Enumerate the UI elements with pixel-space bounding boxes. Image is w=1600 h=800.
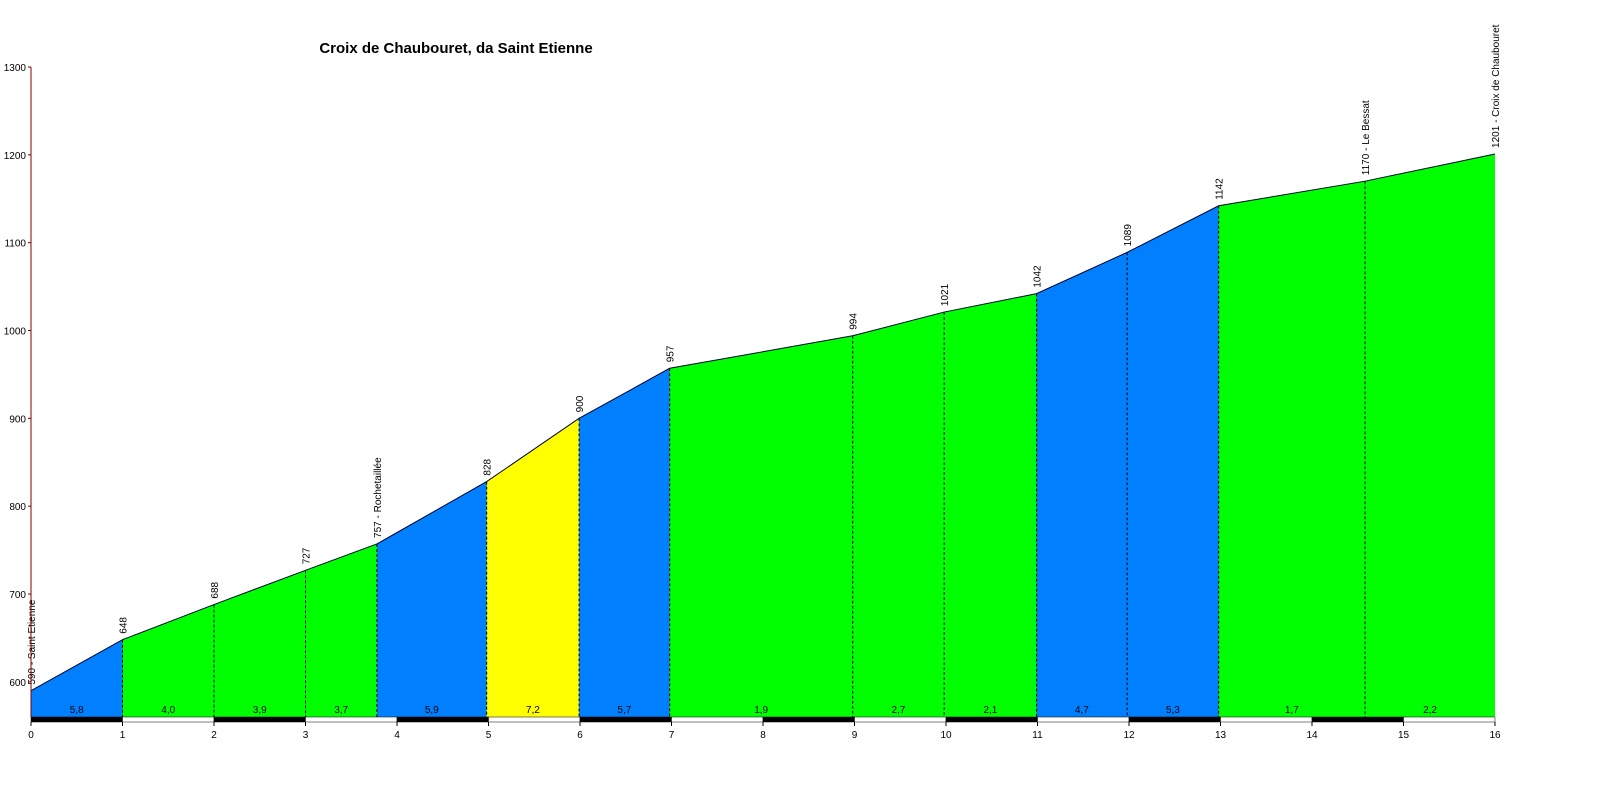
slope-label: 3,7	[334, 705, 348, 716]
y-tick-label: 1300	[4, 63, 27, 74]
elevation-label: 590 - Saint Etienne	[27, 599, 38, 684]
elevation-label: 1170 - Le Bessat	[1361, 100, 1372, 175]
slope-label: 7,2	[526, 705, 540, 716]
slope-label: 5,8	[70, 705, 84, 716]
elevation-label: 900	[575, 395, 586, 412]
segment-area	[1036, 252, 1128, 718]
slope-label: 2,2	[1423, 705, 1437, 716]
chart-title: Croix de Chaubouret, da Saint Etienne	[319, 40, 592, 57]
km-strip	[396, 716, 489, 723]
segment-area	[944, 293, 1037, 717]
km-strip	[488, 716, 581, 723]
x-tick-label: 11	[1032, 730, 1043, 741]
slope-label: 4,7	[1075, 705, 1089, 716]
elevation-label: 1089	[1123, 224, 1134, 247]
km-strip	[1220, 716, 1313, 723]
km-strip	[1311, 716, 1404, 723]
slope-label: 2,7	[891, 705, 905, 716]
slope-label: 1,7	[1285, 705, 1299, 716]
x-tick-label: 3	[303, 730, 309, 741]
x-tick-label: 2	[211, 730, 217, 741]
km-strip	[762, 716, 855, 723]
y-tick-label: 800	[9, 502, 26, 513]
x-tick-label: 4	[394, 730, 400, 741]
elevation-label: 994	[849, 313, 860, 330]
km-strip	[213, 716, 306, 723]
km-strip	[579, 716, 672, 723]
elevation-label: 727	[302, 547, 313, 564]
km-strip	[945, 716, 1038, 723]
slope-label: 1,9	[754, 705, 768, 716]
elevation-label: 1201 - Croix de Chaubouret	[1491, 24, 1502, 148]
x-tick-label: 7	[669, 730, 675, 741]
y-tick-label: 600	[9, 678, 26, 689]
x-tick-label: 0	[28, 730, 34, 741]
slope-label: 5,9	[425, 705, 439, 716]
segment-area	[376, 481, 487, 717]
elevation-label: 1021	[940, 283, 951, 306]
x-tick-label: 16	[1489, 730, 1501, 741]
y-tick-label: 1000	[4, 327, 27, 338]
elevation-label: 1042	[1033, 265, 1044, 288]
elevation-label: 828	[483, 458, 494, 475]
segment-area	[214, 570, 306, 717]
km-strip	[1403, 716, 1496, 723]
elevation-label: 957	[666, 345, 677, 362]
elevation-label: 648	[119, 617, 130, 634]
y-tick-label: 1100	[4, 239, 26, 250]
segment-area	[579, 368, 670, 717]
x-tick-label: 9	[852, 730, 858, 741]
km-strip	[30, 716, 123, 723]
x-tick-label: 1	[120, 730, 126, 741]
elevation-label: 688	[210, 581, 221, 598]
segment-area	[1218, 181, 1366, 717]
y-tick-label: 900	[9, 414, 26, 425]
slope-label: 4,0	[161, 705, 175, 716]
slope-label: 5,7	[617, 705, 631, 716]
x-tick-label: 13	[1215, 730, 1227, 741]
x-tick-label: 15	[1398, 730, 1410, 741]
segment-area	[305, 543, 377, 717]
km-strip	[854, 716, 947, 723]
x-tick-label: 12	[1123, 730, 1135, 741]
slope-label: 3,9	[253, 705, 267, 716]
segment-area	[669, 335, 853, 717]
x-tick-label: 5	[486, 730, 492, 741]
km-strip	[671, 716, 764, 723]
x-tick-label: 6	[577, 730, 583, 741]
slope-label: 5,3	[1166, 705, 1180, 716]
km-strip	[305, 716, 398, 723]
x-tick-label: 10	[940, 730, 952, 741]
x-tick-label: 8	[760, 730, 766, 741]
slope-label: 2,1	[983, 705, 997, 716]
segment-area	[1127, 205, 1219, 717]
y-tick-label: 700	[9, 590, 26, 601]
elevation-label: 1142	[1215, 178, 1226, 200]
y-tick-label: 1200	[4, 151, 27, 162]
segment-area	[31, 639, 123, 717]
segment-area	[1365, 153, 1495, 717]
elevation-label: 757 - Rochetaillée	[373, 457, 384, 538]
x-tick-label: 14	[1306, 730, 1318, 741]
segment-area	[122, 604, 214, 717]
segment-area	[486, 418, 580, 717]
km-strip	[1037, 716, 1130, 723]
km-strip	[122, 716, 215, 723]
km-strip	[1128, 716, 1221, 723]
segment-area	[852, 312, 945, 717]
